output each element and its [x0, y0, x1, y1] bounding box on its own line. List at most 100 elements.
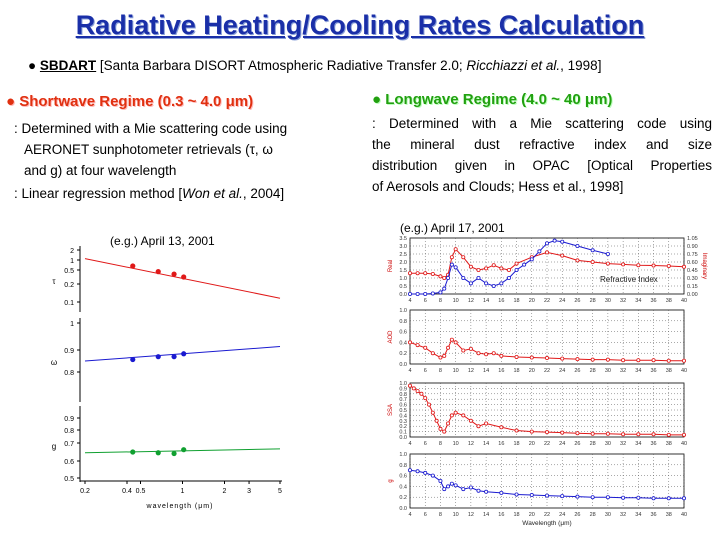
lw-x-tick-label: 30 — [605, 441, 611, 447]
lw-y-tick-label: 0.9 — [399, 386, 407, 392]
lw-x-axis-label: Wavelength (μm) — [522, 520, 571, 527]
lw-real-point — [423, 271, 428, 276]
lw-ssa-point — [605, 431, 610, 436]
lw-x-tick-label: 38 — [666, 298, 672, 304]
lw-aod-point — [453, 340, 458, 345]
lw-x-tick-label: 6 — [424, 512, 427, 518]
sw-y-axis-label: τ — [52, 277, 56, 286]
lw-y-right-axis-label: Imaginary — [701, 253, 707, 279]
lw-x-tick-label: 30 — [605, 298, 611, 304]
lw-x-tick-label: 18 — [513, 298, 519, 304]
lw-line-3: distribution given in OPAC [Optical Prop… — [372, 158, 712, 173]
lw-real-point — [651, 263, 656, 268]
lw-x-tick-label: 34 — [635, 298, 641, 304]
lw-aod-point — [446, 345, 451, 350]
lw-x-tick-label: 8 — [439, 441, 442, 447]
sw-y-tick-label: 0.6 — [64, 459, 74, 466]
sbdart-year: , 1998] — [560, 58, 602, 73]
sw-y-tick-label: 0.7 — [64, 441, 74, 448]
lw-g-point — [529, 493, 534, 498]
lw-g-point — [682, 496, 687, 501]
lw-aod-point — [491, 351, 496, 356]
sw-data-point — [155, 354, 161, 360]
lw-y-right-tick-label: 0.30 — [687, 276, 698, 282]
lw-y-tick-label: 0.5 — [399, 284, 407, 290]
sw-y-axis-label: g — [52, 442, 56, 451]
sw-y-tick-label: 0.8 — [64, 428, 74, 435]
sw-data-point — [130, 449, 136, 455]
lw-ssa-point — [499, 425, 504, 430]
lw-g-point — [636, 495, 641, 500]
lw-y-tick-label: 0.0 — [399, 292, 407, 298]
longwave-description: : Determined with a Mie scattering code … — [372, 113, 712, 197]
lw-real-point — [484, 266, 489, 271]
lw-x-tick-label: 10 — [453, 368, 459, 374]
lw-ssa-point — [468, 418, 473, 423]
lw-x-tick-label: 8 — [439, 368, 442, 374]
lw-ssa-point — [423, 396, 428, 401]
lw-y-tick-label: 0.8 — [399, 319, 407, 325]
lw-x-tick-label: 28 — [590, 298, 596, 304]
lw-x-tick-label: 18 — [513, 368, 519, 374]
lw-g-point — [461, 487, 466, 492]
lw-imag-point — [575, 243, 580, 248]
lw-x-tick-label: 4 — [408, 512, 411, 518]
lw-ssa-point — [560, 430, 565, 435]
lw-ssa-point — [590, 431, 595, 436]
lw-g-point — [468, 485, 473, 490]
lw-imag-point — [423, 291, 428, 296]
lw-aod-point — [514, 354, 519, 359]
lw-aod-point — [484, 352, 489, 357]
lw-aod-point — [636, 358, 641, 363]
sw-data-point — [181, 274, 187, 280]
lw-real-point — [545, 250, 550, 255]
lw-imag-point — [430, 291, 435, 296]
sw-line-2: AERONET sunphotometer retrievals (τ, ω — [24, 142, 273, 157]
lw-aod-point — [442, 353, 447, 358]
lw-imag-point — [468, 281, 473, 286]
lw-g-point — [415, 469, 420, 474]
lw-imag-point — [476, 275, 481, 280]
lw-g-point — [476, 488, 481, 493]
sw-y-tick-label: 0.9 — [64, 416, 74, 423]
lw-real-point — [407, 271, 412, 276]
lw-g-point — [430, 473, 435, 478]
lw-y-tick-label: 0.0 — [399, 435, 407, 441]
lw-x-tick-label: 30 — [605, 512, 611, 518]
lw-x-tick-label: 4 — [408, 441, 411, 447]
lw-g-point — [449, 481, 454, 486]
lw-x-tick-label: 16 — [498, 441, 504, 447]
lw-ssa-point — [419, 391, 424, 396]
lw-x-tick-label: 4 — [408, 368, 411, 374]
lw-example-label: (e.g.) April 17, 2001 — [400, 221, 505, 235]
lw-y-tick-label: 0.6 — [399, 403, 407, 409]
lw-imag-point — [560, 239, 565, 244]
lw-x-tick-label: 6 — [424, 441, 427, 447]
lw-x-tick-label: 14 — [483, 368, 489, 374]
lw-x-tick-label: 36 — [650, 512, 656, 518]
lw-y-tick-label: 3.5 — [399, 236, 407, 242]
lw-g-point — [560, 494, 565, 499]
lw-imag-point — [461, 275, 466, 280]
lw-y-tick-label: 0.4 — [399, 413, 407, 419]
lw-y-axis-label: Real — [388, 260, 394, 272]
lw-imag-point — [407, 291, 412, 296]
lw-imag-point — [484, 281, 489, 286]
lw-x-tick-label: 26 — [574, 441, 580, 447]
lw-y-tick-label: 0.0 — [399, 506, 407, 512]
lw-real-point — [415, 271, 420, 276]
lw-x-tick-label: 22 — [544, 441, 550, 447]
lw-g-point — [666, 496, 671, 501]
lw-y-tick-label: 0.2 — [399, 351, 407, 357]
lw-g-point — [651, 496, 656, 501]
lw-x-tick-label: 38 — [666, 441, 672, 447]
lw-ssa-point — [415, 389, 420, 394]
lw-ssa-point — [461, 413, 466, 418]
lw-real-point — [499, 266, 504, 271]
lw-x-tick-label: 38 — [666, 368, 672, 374]
lw-ssa-point — [514, 428, 519, 433]
lw-y-tick-label: 1.5 — [399, 268, 407, 274]
lw-x-tick-label: 30 — [605, 368, 611, 374]
lw-y-tick-label: 0.1 — [399, 430, 407, 436]
lw-ssa-point — [411, 386, 416, 391]
